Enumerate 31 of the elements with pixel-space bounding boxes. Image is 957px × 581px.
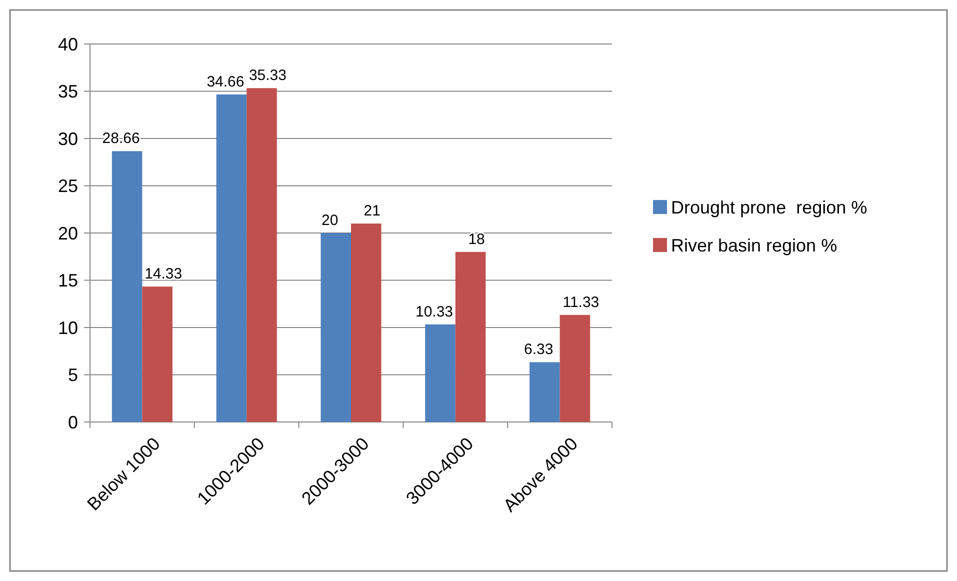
data-label: 35.33 <box>248 67 287 84</box>
y-tick-label: 15 <box>58 270 78 291</box>
data-label: 6.33 <box>524 341 554 358</box>
data-label: 20 <box>322 212 338 229</box>
y-tick-label: 30 <box>58 128 78 149</box>
y-tick-label: 5 <box>68 365 78 386</box>
data-label: 14.33 <box>144 266 182 283</box>
bar <box>425 324 456 422</box>
data-label: 18 <box>468 230 485 248</box>
data-label: 21 <box>364 202 380 220</box>
y-tick-label: 10 <box>58 318 78 338</box>
bar <box>142 286 172 422</box>
bar <box>530 362 560 422</box>
bar <box>351 224 382 422</box>
data-label: 11.33 <box>562 294 600 311</box>
y-tick-label: 35 <box>58 82 78 102</box>
bar <box>112 151 142 422</box>
legend-label: Drought prone region % <box>671 197 868 218</box>
data-label: 34.66 <box>206 73 244 90</box>
y-tick-label: 0 <box>68 412 78 432</box>
y-tick-label: 25 <box>58 176 78 196</box>
bar <box>216 94 247 422</box>
y-tick-label: 40 <box>58 34 78 54</box>
data-label: 28.66 <box>102 130 140 148</box>
y-tick-label: 20 <box>58 223 78 244</box>
data-label: 10.33 <box>415 303 454 320</box>
bar <box>560 314 590 422</box>
bar <box>320 233 351 422</box>
bar <box>455 252 486 422</box>
legend-label: River basin region % <box>671 235 838 256</box>
bar <box>246 88 277 422</box>
